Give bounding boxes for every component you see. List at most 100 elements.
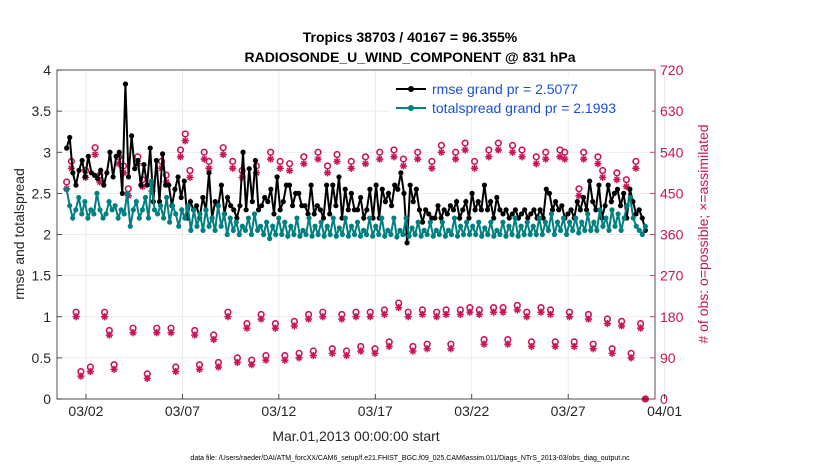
point-totalspread <box>563 231 570 238</box>
marker-obs-assimilated <box>551 342 559 351</box>
point-rmse <box>385 190 392 196</box>
point-rmse <box>497 207 503 213</box>
point-totalspread <box>503 233 509 239</box>
point-rmse <box>484 207 491 213</box>
marker-obs-possible <box>285 160 294 168</box>
marker-obs-assimilated <box>281 356 289 364</box>
marker-stroke <box>428 165 435 172</box>
marker-stroke <box>248 361 255 368</box>
point-rmse <box>602 203 608 209</box>
point-totalspread <box>79 211 85 217</box>
tick-label-left: 1.5 <box>32 268 52 284</box>
marker-obs-assimilated <box>110 365 118 373</box>
point-rmse <box>587 178 593 184</box>
point-totalspread <box>179 207 185 213</box>
point-totalspread <box>103 211 109 217</box>
point-rmse <box>469 190 475 196</box>
point-rmse <box>565 211 571 217</box>
point-rmse <box>234 215 240 221</box>
marker-obs-assimilated <box>428 164 436 172</box>
point-totalspread <box>603 215 609 221</box>
point-rmse <box>212 199 218 205</box>
point-totalspread <box>463 219 470 225</box>
point-rmse <box>268 186 274 192</box>
point-rmse <box>506 215 512 221</box>
point-totalspread <box>306 215 312 221</box>
point-totalspread <box>388 231 394 238</box>
point-totalspread <box>397 227 403 233</box>
marker-stroke <box>547 311 554 318</box>
point-rmse <box>320 215 327 221</box>
marker-stroke <box>556 153 564 160</box>
marker-stroke <box>106 331 113 339</box>
point-totalspread <box>248 231 255 238</box>
marker-obs-possible <box>91 144 99 152</box>
marker-obs-assimilated <box>599 173 607 181</box>
point-totalspread <box>497 231 503 238</box>
marker-stroke <box>504 341 511 348</box>
point-totalspread <box>124 190 130 196</box>
marker-obs-assimilated <box>414 155 422 163</box>
marker-obs-assimilated <box>176 153 185 161</box>
tick-label-x: 03/12 <box>261 403 296 419</box>
tick-label-right: 630 <box>660 103 684 119</box>
marker-obs-possible <box>485 146 493 154</box>
point-rmse <box>246 166 252 172</box>
point-rmse <box>302 203 308 209</box>
legend-box <box>390 76 652 118</box>
marker-stroke <box>177 153 184 160</box>
marker-obs-assimilated <box>584 315 593 323</box>
marker-stroke <box>476 311 483 318</box>
point-rmse <box>262 194 268 201</box>
point-rmse <box>311 211 317 217</box>
point-totalspread <box>627 194 633 201</box>
point-totalspread <box>88 207 94 213</box>
marker-obs-possible <box>219 144 227 152</box>
marker-stroke <box>514 306 521 313</box>
marker-obs-possible <box>399 155 408 163</box>
marker-obs-assimilated <box>352 313 360 321</box>
marker-obs-assimilated <box>537 308 545 316</box>
point-rmse <box>583 207 590 213</box>
marker-obs-assimilated <box>447 345 455 353</box>
marker-obs-assimilated <box>627 354 635 362</box>
point-totalspread <box>448 231 455 238</box>
point-rmse <box>296 190 302 196</box>
point-totalspread <box>200 227 206 233</box>
tick-label-x: 03/17 <box>358 403 393 419</box>
point-rmse <box>543 186 549 192</box>
point-rmse <box>249 199 255 205</box>
marker-obs-assimilated <box>304 315 313 323</box>
legend-spread-label: totalspread grand pr = 2.1993 <box>432 100 616 116</box>
marker-obs-assimilated <box>290 322 298 330</box>
point-totalspread <box>412 231 418 238</box>
marker-stroke <box>111 366 118 373</box>
point-totalspread <box>336 225 342 231</box>
marker-obs-assimilated <box>219 150 227 159</box>
marker-obs-assimilated <box>504 340 512 348</box>
point-rmse <box>627 186 633 192</box>
marker-obs-assimilated <box>86 367 94 376</box>
point-totalspread <box>376 231 382 238</box>
marker-obs-assimilated <box>499 308 507 316</box>
point-rmse <box>138 182 144 188</box>
point-totalspread <box>194 223 200 229</box>
marker-obs-assimilated <box>191 331 199 339</box>
point-rmse <box>531 207 537 213</box>
marker-obs-possible <box>181 130 189 138</box>
point-rmse <box>537 207 543 213</box>
point-totalspread <box>612 223 618 229</box>
point-rmse <box>553 199 559 205</box>
point-totalspread <box>91 211 97 217</box>
point-totalspread <box>294 215 300 221</box>
point-totalspread <box>624 203 630 209</box>
point-totalspread <box>254 227 261 233</box>
marker-stroke <box>604 320 611 327</box>
marker-obs-assimilated <box>561 155 569 163</box>
marker-obs-assimilated <box>309 351 317 360</box>
point-totalspread <box>409 225 415 231</box>
marker-stroke <box>338 315 345 323</box>
marker-stroke <box>262 357 269 364</box>
marker-obs-assimilated <box>243 324 251 332</box>
point-totalspread <box>230 227 236 233</box>
